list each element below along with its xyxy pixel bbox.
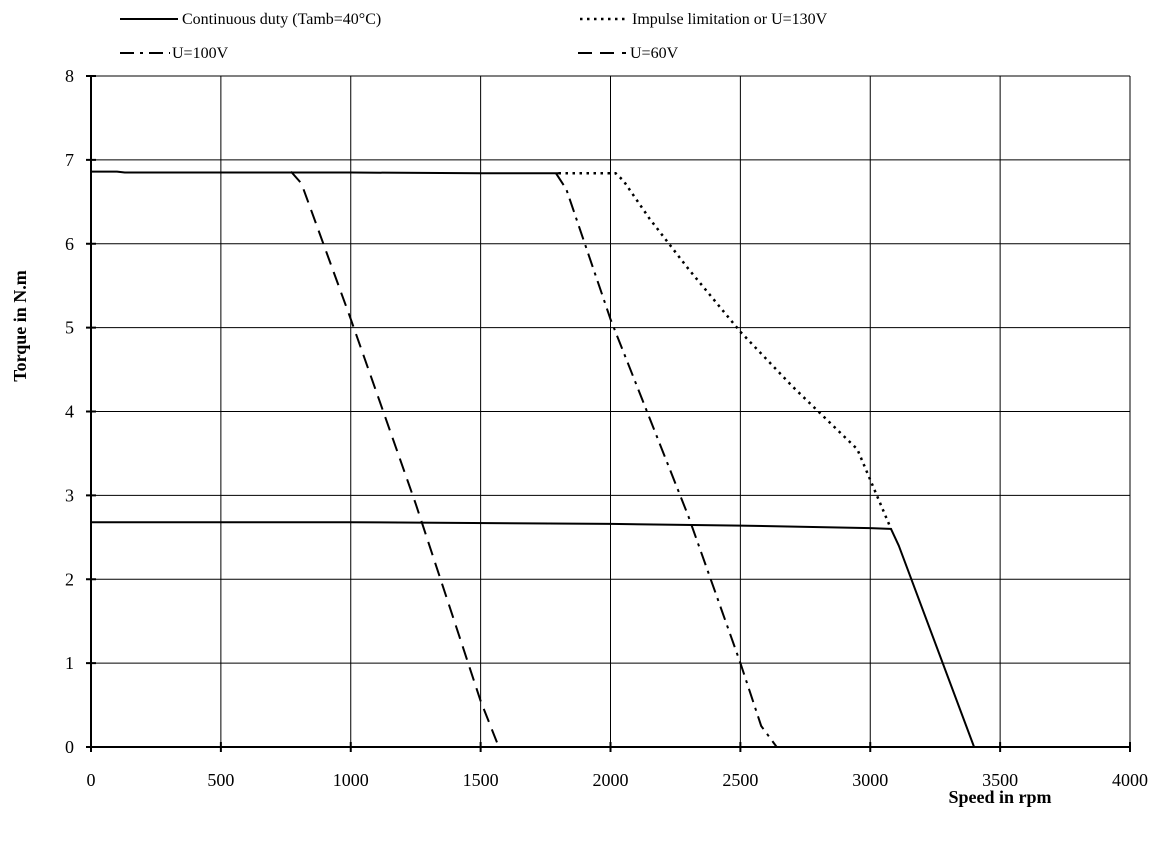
- y-tick-label-3: 3: [65, 485, 74, 505]
- axes: [86, 75, 1131, 752]
- x-tick-label-0: 0: [87, 770, 96, 790]
- x-tick-label-1500: 1500: [463, 770, 499, 790]
- grid: [91, 75, 1131, 747]
- x-tick-labels: 0 500 1000 1500 2000 2500 3000 3500 4000: [87, 770, 1149, 790]
- legend-label-u100: U=100V: [172, 45, 229, 62]
- series-line-1-solid: [91, 170, 559, 175]
- series-line-0-solid: [91, 521, 1130, 748]
- y-tick-labels: 0 1 2 3 4 5 6 7 8: [65, 66, 74, 757]
- legend: Continuous duty (Tamb=40°C) Impulse limi…: [120, 11, 828, 62]
- series-line-3-dashdot: [555, 172, 778, 748]
- y-tick-label-4: 4: [65, 402, 74, 422]
- series-line-2-dotted: [558, 172, 893, 530]
- y-tick-label-5: 5: [65, 318, 74, 338]
- x-tick-label-3500: 3500: [982, 770, 1018, 790]
- series-line-4-dashed: [290, 170, 500, 748]
- y-tick-label-1: 1: [65, 653, 74, 673]
- x-tick-label-500: 500: [207, 770, 234, 790]
- legend-label-impulse-limitation: Impulse limitation or U=130V: [632, 11, 828, 28]
- y-tick-label-6: 6: [65, 234, 74, 254]
- legend-label-u60: U=60V: [630, 45, 679, 62]
- legend-label-continuous-duty: Continuous duty (Tamb=40°C): [182, 11, 381, 28]
- y-tick-label-8: 8: [65, 66, 74, 86]
- y-tick-label-0: 0: [65, 737, 74, 757]
- y-tick-label-2: 2: [65, 569, 74, 589]
- x-tick-label-3000: 3000: [852, 770, 888, 790]
- x-tick-label-1000: 1000: [333, 770, 369, 790]
- x-tick-label-2000: 2000: [593, 770, 629, 790]
- x-tick-label-2500: 2500: [722, 770, 758, 790]
- y-axis-title: Torque in N.m: [10, 270, 30, 382]
- series-lines: [91, 170, 1130, 748]
- y-tick-label-7: 7: [65, 150, 74, 170]
- x-axis-title: Speed in rpm: [948, 787, 1051, 807]
- x-tick-label-4000: 4000: [1112, 770, 1148, 790]
